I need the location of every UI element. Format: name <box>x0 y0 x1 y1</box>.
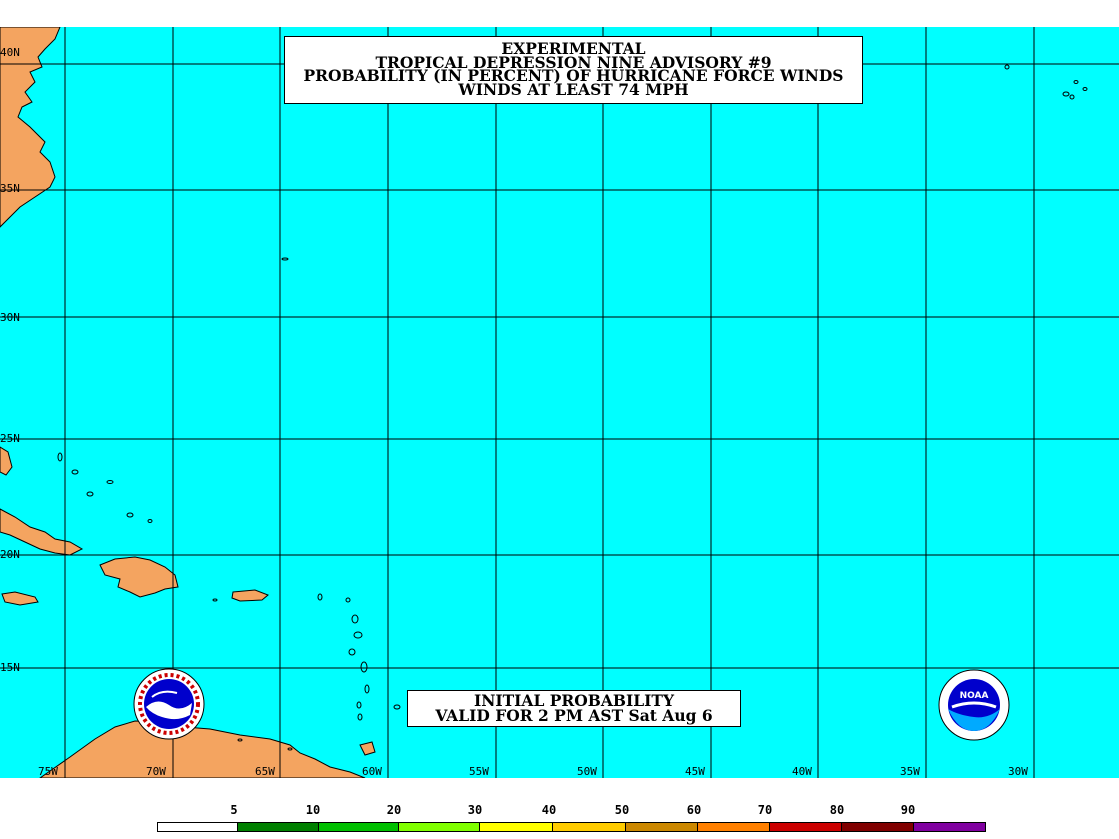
scale-swatch <box>769 822 842 832</box>
scale-label: 5 <box>230 803 238 817</box>
scale-swatch <box>237 822 319 832</box>
scale-swatch <box>625 822 698 832</box>
lat-label: 30N <box>0 311 20 324</box>
basemap <box>0 27 1119 778</box>
lon-label: 45W <box>685 765 705 778</box>
map-panel: NOAA <box>0 27 1119 778</box>
puerto-rico <box>231 589 269 602</box>
scale-label: 40 <box>541 803 557 817</box>
lon-label: 70W <box>146 765 166 778</box>
title-line-1: EXPERIMENTAL <box>501 39 646 58</box>
lon-label: 55W <box>469 765 489 778</box>
noaa-logo-icon: NOAA <box>938 669 1010 741</box>
title-line-4: WINDS AT LEAST 74 MPH <box>458 79 689 99</box>
trinidad <box>359 741 376 756</box>
lon-label: 60W <box>362 765 382 778</box>
scale-swatch <box>318 822 399 832</box>
scale-swatch <box>157 822 238 832</box>
scale-swatch <box>398 822 480 832</box>
south-america <box>39 720 366 778</box>
lat-label: 35N <box>0 182 20 195</box>
lat-label: 20N <box>0 548 20 561</box>
probability-line-1: INITIAL PROBABILITY <box>473 691 675 710</box>
scale-label: 50 <box>614 803 630 817</box>
scale-label: 80 <box>829 803 845 817</box>
lat-label: 40N <box>0 46 20 59</box>
probability-box: INITIAL PROBABILITY VALID FOR 2 PM AST S… <box>407 690 741 727</box>
scale-swatch <box>697 822 770 832</box>
scale-label: 20 <box>386 803 402 817</box>
title-line-3: PROBABILITY (IN PERCENT) OF HURRICANE FO… <box>303 66 844 85</box>
cuba <box>0 508 84 556</box>
lon-label: 35W <box>900 765 920 778</box>
scale-label: 30 <box>467 803 483 817</box>
scale-label: 70 <box>757 803 773 817</box>
lon-label: 65W <box>255 765 275 778</box>
scale-label: 60 <box>686 803 702 817</box>
scale-label: 10 <box>305 803 321 817</box>
lon-label: 40W <box>792 765 812 778</box>
florida <box>0 446 13 476</box>
scale-label: 90 <box>900 803 916 817</box>
scale-swatch <box>552 822 626 832</box>
lon-label: 50W <box>577 765 597 778</box>
us-east-coast <box>0 27 61 228</box>
title-box: EXPERIMENTAL TROPICAL DEPRESSION NINE AD… <box>284 36 863 104</box>
noaa-logo-text: NOAA <box>960 691 989 701</box>
nws-logo-icon <box>133 668 205 740</box>
probability-line-2: VALID FOR 2 PM AST Sat Aug 6 <box>435 705 713 725</box>
hispaniola <box>99 556 179 598</box>
lat-label: 25N <box>0 432 20 445</box>
lat-label: 15N <box>0 661 20 674</box>
lon-label: 75W <box>38 765 58 778</box>
scale-swatch <box>913 822 986 832</box>
lon-label: 30W <box>1008 765 1028 778</box>
scale-swatch <box>841 822 914 832</box>
title-line-2: TROPICAL DEPRESSION NINE ADVISORY #9 <box>375 52 772 72</box>
scale-swatch <box>479 822 553 832</box>
jamaica <box>1 591 39 606</box>
